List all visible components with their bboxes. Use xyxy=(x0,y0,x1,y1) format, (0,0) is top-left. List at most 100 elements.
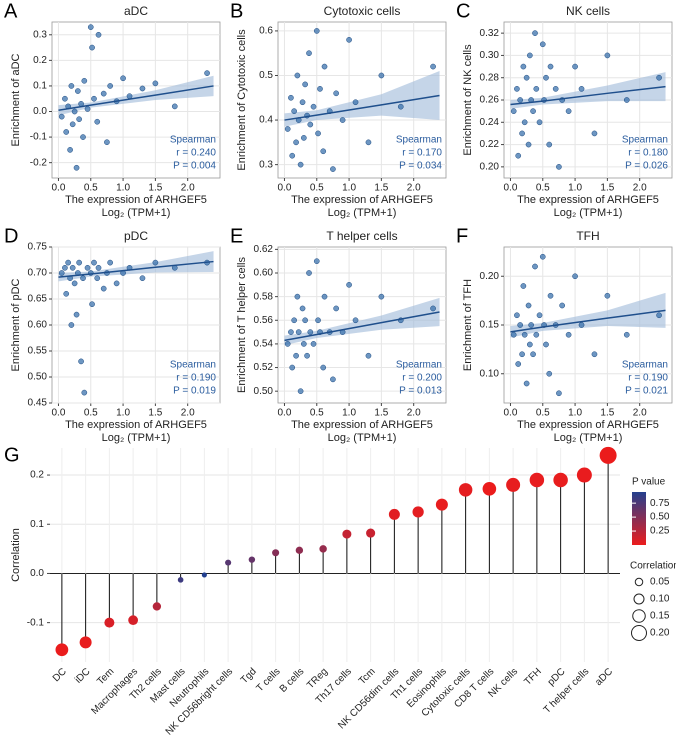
dot xyxy=(482,482,497,496)
panel-title: TFH xyxy=(576,229,599,243)
point xyxy=(313,258,320,265)
point xyxy=(76,259,82,266)
point xyxy=(572,273,578,280)
annotation: P = 0.034 xyxy=(399,161,442,172)
point xyxy=(532,263,538,270)
annotation: Spearman xyxy=(170,360,216,371)
point xyxy=(320,148,327,155)
panel-letter: E xyxy=(230,225,243,247)
x-tick-label: 1.5 xyxy=(374,183,388,194)
fit-line xyxy=(284,94,440,121)
point xyxy=(313,28,320,34)
x-tick-label: 2.0 xyxy=(407,408,421,419)
point xyxy=(533,331,540,338)
point xyxy=(284,126,291,132)
point xyxy=(293,352,299,359)
x-tick-label: 0.5 xyxy=(310,183,324,194)
point xyxy=(91,95,97,102)
point xyxy=(397,103,404,110)
x-tick-label: Tgd xyxy=(239,666,259,686)
x-axis-label: The expression of ARHGEF5 xyxy=(65,194,207,206)
point xyxy=(346,36,352,43)
point xyxy=(80,275,86,282)
panel-letter: C xyxy=(456,0,470,22)
point xyxy=(171,103,178,110)
point xyxy=(288,329,294,335)
point xyxy=(547,292,554,299)
point xyxy=(297,388,304,395)
annotation: r = 0.240 xyxy=(176,148,216,159)
x-tick-label: 1.0 xyxy=(342,183,356,194)
point xyxy=(294,72,301,79)
point xyxy=(84,106,91,112)
legend-size xyxy=(632,609,646,623)
annotation: Spearman xyxy=(622,360,668,371)
y-axis-label: Enrichment of T helper cells xyxy=(236,257,248,393)
point xyxy=(365,352,372,359)
point xyxy=(80,134,86,140)
x-tick-label: 0.5 xyxy=(536,408,550,419)
point xyxy=(530,351,536,358)
point xyxy=(556,164,562,170)
point xyxy=(204,70,210,76)
point xyxy=(333,305,340,312)
x-tick-label: 0.0 xyxy=(52,183,66,194)
y-tick-label: 0.15 xyxy=(480,320,500,331)
point xyxy=(62,95,68,102)
point xyxy=(100,90,107,97)
point xyxy=(539,253,546,260)
y-tick-label: 0.1 xyxy=(33,81,47,92)
point xyxy=(126,93,133,100)
point xyxy=(139,85,146,92)
point xyxy=(104,139,110,146)
x-axis-label: Log₂ (TPM+1) xyxy=(328,207,397,219)
point xyxy=(517,97,524,103)
x-axis-label: Log₂ (TPM+1) xyxy=(554,207,623,219)
point xyxy=(321,293,328,300)
point xyxy=(68,83,75,89)
x-tick-label: 1.0 xyxy=(342,408,356,419)
point xyxy=(74,88,81,94)
x-axis-label: Log₂ (TPM+1) xyxy=(102,207,171,219)
y-tick-label: -0.1 xyxy=(27,617,45,628)
y-tick-label: 0.50 xyxy=(28,372,48,383)
y-tick-label: 0.0 xyxy=(30,568,44,579)
point xyxy=(58,113,65,120)
panel-letter: G xyxy=(4,444,20,466)
point xyxy=(533,86,540,92)
point xyxy=(307,121,314,128)
fit-line xyxy=(284,311,440,342)
point xyxy=(94,275,101,282)
point xyxy=(339,117,346,123)
point xyxy=(69,121,76,128)
point xyxy=(299,305,306,312)
y-tick-label: 0.26 xyxy=(480,95,500,106)
annotation: Spearman xyxy=(622,135,668,146)
x-tick-label: 0.0 xyxy=(278,183,292,194)
point xyxy=(378,293,385,300)
x-tick-label: 1.5 xyxy=(600,408,614,419)
legend-title: Correlation xyxy=(630,561,676,572)
y-tick-label: 0.24 xyxy=(480,117,500,128)
x-tick-label: 2.0 xyxy=(633,408,647,419)
dot xyxy=(104,617,115,628)
y-tick-label: 0.2 xyxy=(30,470,44,481)
point xyxy=(107,259,114,266)
x-tick-label: DC xyxy=(51,666,69,684)
panel-title: aDC xyxy=(124,4,148,18)
fit-line xyxy=(510,85,666,106)
point xyxy=(152,259,159,266)
point xyxy=(523,74,530,81)
annotation: r = 0.170 xyxy=(402,148,442,159)
point xyxy=(565,108,572,114)
y-tick-label: 0.65 xyxy=(28,294,48,305)
dot xyxy=(201,572,207,578)
fit-line xyxy=(58,260,214,278)
point xyxy=(107,83,114,89)
y-tick-label: 0.4 xyxy=(259,115,273,126)
legend-label: 0.20 xyxy=(650,628,670,639)
point xyxy=(623,97,630,103)
point xyxy=(333,90,340,97)
point xyxy=(288,94,294,101)
y-tick-label: 0.70 xyxy=(28,268,48,279)
